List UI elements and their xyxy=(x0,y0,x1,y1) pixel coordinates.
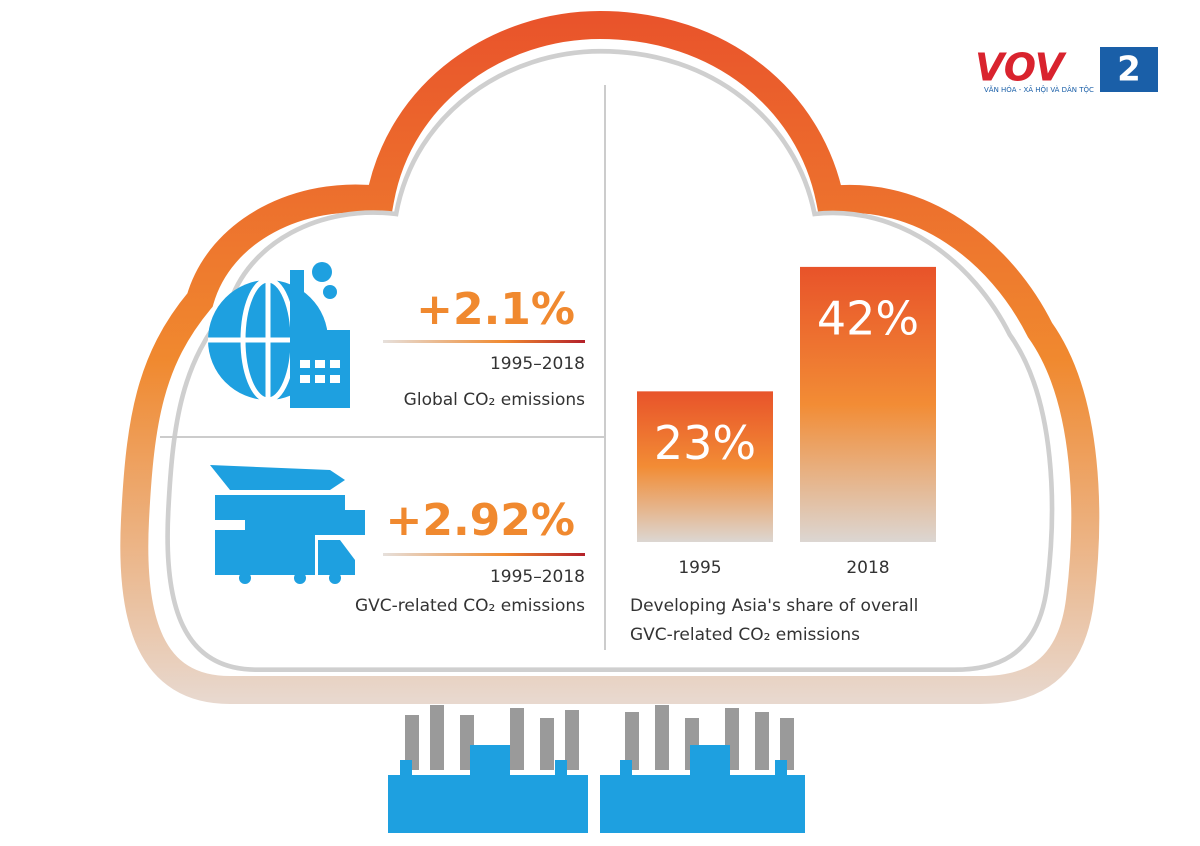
bar-value-label: 42% xyxy=(817,291,919,345)
stat-rule xyxy=(383,340,585,343)
x-tick-label: 1995 xyxy=(678,558,721,578)
chart-caption: Developing Asia's share of overall GVC-r… xyxy=(630,596,919,645)
globe-factory-icon xyxy=(208,262,350,408)
factories xyxy=(405,705,794,770)
factory-buildings xyxy=(388,745,805,833)
stat-value: +2.1% xyxy=(416,284,575,335)
bar xyxy=(800,266,936,542)
stat-label: Global CO₂ emissions xyxy=(404,390,585,410)
cloud-inner xyxy=(165,48,1055,673)
logo-channel: 2 xyxy=(1117,50,1141,90)
stat-period: 1995–2018 xyxy=(490,354,585,374)
bar-value-label: 23% xyxy=(654,416,756,470)
logo-tagline: VĂN HÓA - XÃ HỘI VÀ DÂN TỘC xyxy=(984,85,1094,94)
stat-rule xyxy=(383,553,585,556)
bar xyxy=(637,391,773,542)
stat-period: 1995–2018 xyxy=(490,567,585,587)
stat-label: GVC-related CO₂ emissions xyxy=(355,596,585,616)
logo: VOV 2 VĂN HÓA - XÃ HỘI VÀ DÂN TỘC xyxy=(975,46,1158,94)
stat-value: +2.92% xyxy=(385,495,575,546)
x-tick-label: 2018 xyxy=(846,558,889,578)
transport-icon xyxy=(210,465,365,584)
logo-brand: VOV xyxy=(975,46,1067,90)
